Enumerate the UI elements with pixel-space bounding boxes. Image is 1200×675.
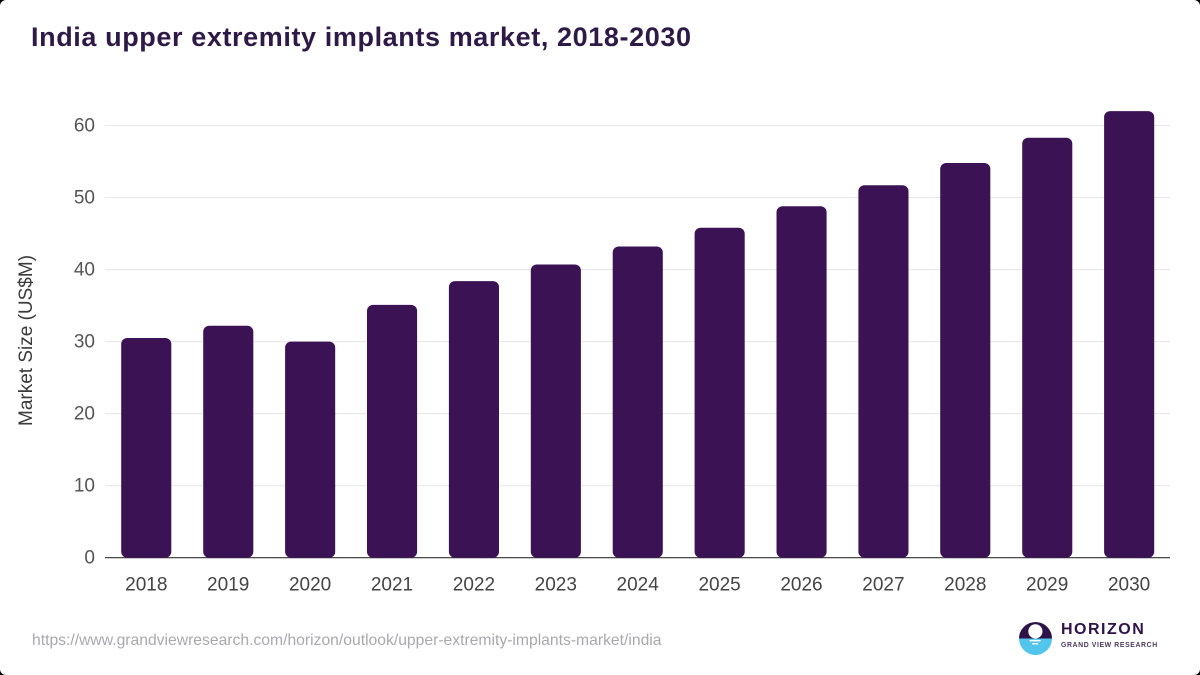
svg-text:2025: 2025 xyxy=(698,575,740,596)
svg-text:2027: 2027 xyxy=(862,575,904,596)
svg-text:2030: 2030 xyxy=(1108,575,1150,596)
svg-text:10: 10 xyxy=(74,476,95,497)
svg-text:2024: 2024 xyxy=(617,575,660,596)
svg-text:30: 30 xyxy=(74,332,95,353)
svg-text:60: 60 xyxy=(74,116,95,137)
svg-text:50: 50 xyxy=(74,188,95,209)
svg-text:2026: 2026 xyxy=(780,575,822,596)
svg-text:2028: 2028 xyxy=(944,575,986,596)
svg-text:2029: 2029 xyxy=(1026,575,1068,596)
svg-text:0: 0 xyxy=(84,548,95,569)
svg-text:2018: 2018 xyxy=(125,575,167,596)
svg-text:2019: 2019 xyxy=(207,575,249,596)
svg-text:2021: 2021 xyxy=(371,575,413,596)
svg-text:2023: 2023 xyxy=(535,575,577,596)
svg-text:2022: 2022 xyxy=(453,575,495,596)
svg-text:2020: 2020 xyxy=(289,575,331,596)
svg-text:20: 20 xyxy=(74,404,95,425)
svg-text:40: 40 xyxy=(74,260,95,281)
